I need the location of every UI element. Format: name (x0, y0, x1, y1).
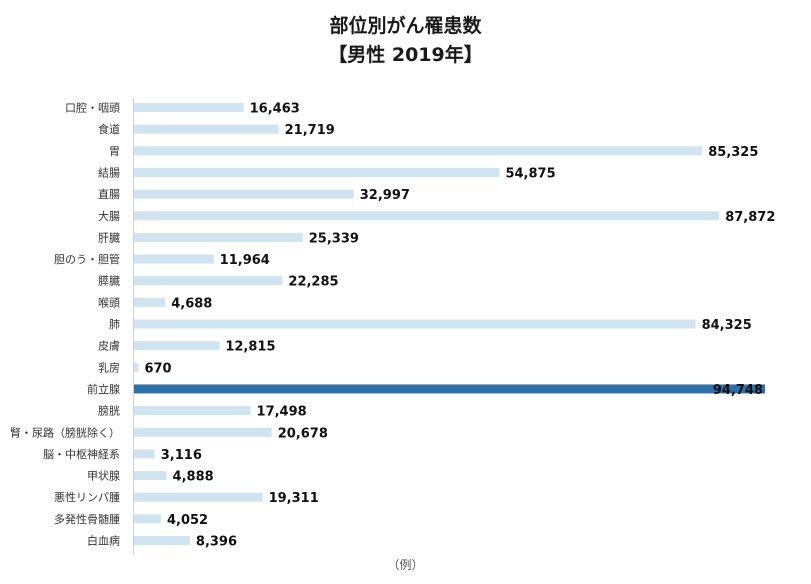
category-label: 直腸 (98, 187, 120, 201)
bar (134, 362, 139, 372)
bar (134, 124, 279, 134)
chart-title: 部位別がん罹患数 (329, 15, 482, 37)
value-label: 4,688 (171, 296, 212, 311)
value-label: 16,463 (250, 102, 300, 117)
bar (134, 232, 303, 242)
value-label: 94,748 (713, 383, 763, 398)
bar (134, 514, 161, 524)
category-label: 腎・尿路（膀胱除く） (10, 425, 120, 439)
value-label: 20,678 (278, 426, 328, 441)
value-label: 54,875 (505, 166, 555, 181)
bar (134, 492, 263, 502)
value-label: 32,997 (360, 188, 410, 203)
value-label: 670 (144, 361, 171, 376)
category-label: 悪性リンパ腫 (54, 490, 120, 504)
value-label: 19,311 (269, 491, 319, 506)
value-label: 25,339 (309, 231, 359, 246)
category-label: 大腸 (98, 209, 120, 223)
category-label: 乳房 (98, 361, 120, 374)
bar (134, 427, 272, 437)
category-label: 肝臓 (98, 231, 120, 244)
category-label: 甲状腺 (87, 469, 120, 483)
category-label: 食道 (98, 122, 120, 136)
value-label: 4,888 (173, 470, 214, 485)
value-label: 84,325 (702, 318, 752, 333)
bar (134, 341, 220, 351)
bar (134, 167, 500, 177)
category-label: 多発性骨髄腫 (54, 512, 120, 526)
bar (134, 449, 155, 459)
category-label: 口腔・咽頭 (65, 101, 120, 115)
value-label: 17,498 (257, 405, 307, 420)
bar-highlight (134, 384, 765, 394)
value-label: 21,719 (285, 123, 335, 138)
bar (134, 103, 244, 112)
value-label: 11,964 (220, 253, 270, 268)
bar (134, 211, 720, 221)
category-label: 白血病 (87, 534, 120, 548)
category-label: 脳・中枢神経系 (43, 447, 120, 461)
value-label: 8,396 (196, 535, 237, 550)
bars-layer: 口腔・咽頭 16,463 食道 21,719 胃 85,325 結腸 54,875 直腸 32,9… (10, 101, 775, 550)
category-label: 皮膚 (98, 339, 120, 353)
bar (134, 146, 703, 156)
value-label: 87,872 (725, 210, 775, 225)
bar (134, 189, 354, 199)
category-label: 喉頭 (98, 296, 120, 309)
bar (134, 254, 214, 264)
category-label: 膀胱 (98, 404, 120, 418)
value-label: 3,116 (161, 448, 202, 463)
chart-title-block: 部位別がん罹患数 【男性 2019年】 (0, 12, 811, 70)
bar (134, 471, 167, 481)
bar (134, 319, 696, 329)
bar (134, 406, 251, 416)
category-label: 肺 (109, 318, 120, 331)
bar (134, 297, 166, 307)
value-label: 85,325 (708, 145, 758, 160)
category-label: 胆のう・胆管 (54, 252, 120, 266)
x-axis-label: （例） (387, 558, 424, 572)
value-label: 22,285 (288, 275, 338, 290)
chart-subtitle: 【男性 2019年】 (328, 44, 483, 66)
category-label: 前立腺 (87, 382, 120, 396)
bar (134, 276, 283, 286)
bar (134, 536, 190, 545)
value-label: 4,052 (167, 513, 208, 528)
category-label: 結腸 (98, 165, 120, 179)
category-label: 胃 (109, 145, 120, 158)
category-label: 膵臓 (98, 275, 120, 288)
value-label: 12,815 (225, 340, 275, 355)
